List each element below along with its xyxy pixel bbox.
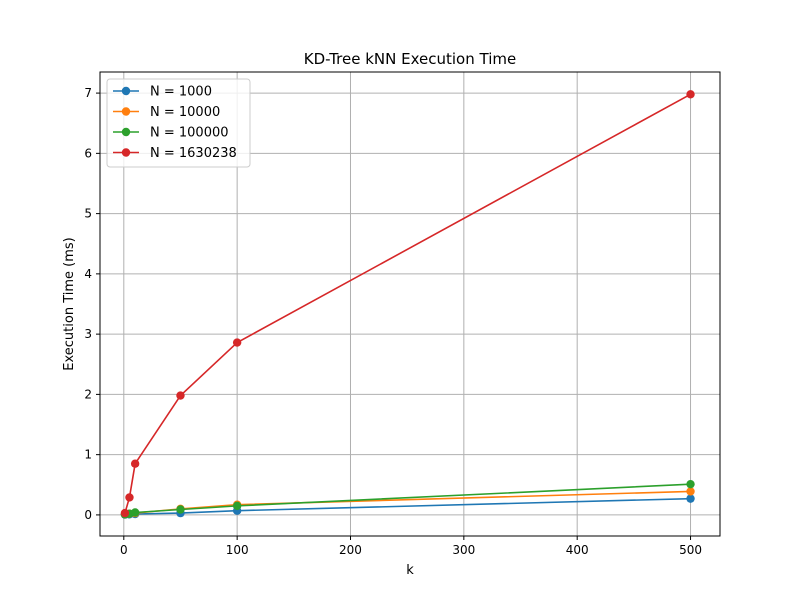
data-point xyxy=(686,90,695,99)
data-point xyxy=(232,338,242,347)
legend: N = 1000 N = 10000 N = 100000 N = 1630238 xyxy=(106,78,251,168)
legend-label: N = 100000 xyxy=(150,126,229,141)
y-tick-label: 6 xyxy=(84,146,92,160)
y-axis-label: Execution Time (ms) xyxy=(62,237,77,370)
x-tick-label: 500 xyxy=(679,543,702,557)
legend-marker xyxy=(121,148,131,157)
legend-label: N = 1630238 xyxy=(150,146,237,161)
x-tick-label: 300 xyxy=(452,543,475,557)
y-axis: 0 1 2 3 4 5 6 7 xyxy=(84,86,100,522)
legend-label: N = 1000 xyxy=(150,85,212,100)
y-tick-label: 7 xyxy=(84,86,92,100)
chart-title: KD-Tree kNN Execution Time xyxy=(304,50,516,68)
data-point xyxy=(686,479,695,489)
legend-marker xyxy=(121,107,131,116)
series-4 xyxy=(120,90,695,518)
legend-label: N = 10000 xyxy=(150,105,220,120)
legend-item: N = 10000 xyxy=(113,105,220,120)
data-point xyxy=(686,487,695,496)
legend-frame xyxy=(106,78,251,168)
data-point xyxy=(176,391,185,400)
data-point xyxy=(130,459,140,468)
legend-item: N = 1630238 xyxy=(113,146,237,161)
series-layer xyxy=(120,90,695,519)
x-axis: 0 100 200 300 400 500 xyxy=(120,536,702,557)
y-tick-label: 5 xyxy=(84,207,92,221)
data-point xyxy=(120,508,130,518)
data-point xyxy=(232,501,242,511)
y-tick-label: 4 xyxy=(84,267,92,281)
data-point xyxy=(130,508,140,517)
legend-item: N = 1000 xyxy=(113,85,212,100)
data-point xyxy=(686,494,695,503)
legend-marker xyxy=(121,127,131,137)
y-tick-label: 0 xyxy=(84,508,92,522)
y-tick-label: 3 xyxy=(84,327,92,341)
x-tick-label: 100 xyxy=(226,543,249,557)
x-tick-label: 400 xyxy=(566,543,589,557)
data-point xyxy=(176,505,185,514)
legend-item: N = 100000 xyxy=(113,126,229,141)
x-axis-label: k xyxy=(406,563,414,578)
y-tick-label: 2 xyxy=(84,387,92,401)
x-tick-label: 0 xyxy=(120,543,128,557)
x-tick-label: 200 xyxy=(339,543,362,557)
plot-area-frame xyxy=(99,71,721,537)
y-tick-label: 1 xyxy=(84,448,92,462)
legend-marker xyxy=(121,86,131,96)
data-point xyxy=(125,493,134,502)
